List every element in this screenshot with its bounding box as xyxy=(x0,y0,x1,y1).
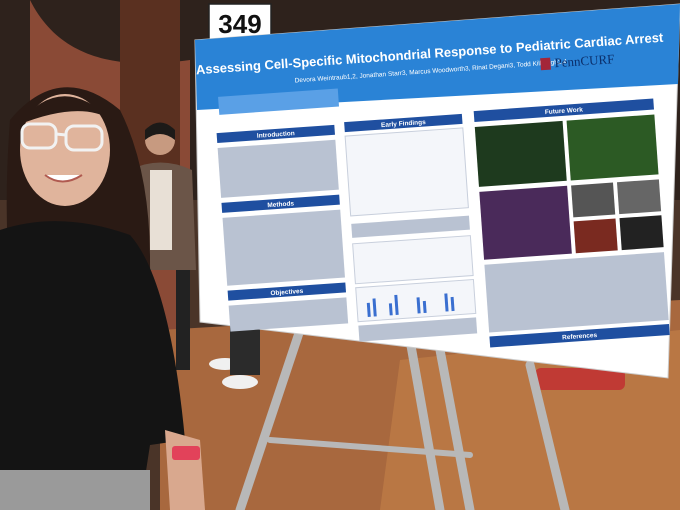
methods-text xyxy=(222,209,345,286)
section-header: References xyxy=(562,332,598,341)
objectives-text xyxy=(228,297,349,332)
findings-text xyxy=(351,215,470,238)
bg-person-shirt xyxy=(150,170,172,250)
poster-logo: PennCURF xyxy=(554,51,615,70)
section-header: Introduction xyxy=(257,130,295,140)
easel-leg xyxy=(525,360,570,510)
shirt xyxy=(0,221,185,510)
bar xyxy=(422,300,427,314)
section-header: Early Findings xyxy=(381,119,427,129)
section-header-bg xyxy=(216,124,335,144)
micro-image xyxy=(479,185,572,260)
section-header: Future Work xyxy=(545,106,584,116)
watch xyxy=(172,446,200,460)
micro-image xyxy=(474,120,567,187)
findings-text xyxy=(358,317,478,342)
penn-shield xyxy=(540,57,551,71)
bar xyxy=(394,294,399,316)
bar xyxy=(450,296,455,312)
micro-image xyxy=(571,182,616,218)
findings-chart xyxy=(344,127,469,217)
micro-image xyxy=(619,215,664,251)
easel-leg xyxy=(235,325,305,510)
section-header: Objectives xyxy=(270,288,304,297)
section-header-bg xyxy=(227,282,347,301)
affiliations-block xyxy=(218,88,340,115)
easel-brace xyxy=(267,437,473,458)
future-text xyxy=(484,252,669,333)
micro-image xyxy=(616,179,662,215)
bars xyxy=(366,293,455,317)
section-header-bg xyxy=(221,194,340,213)
bar xyxy=(416,297,421,314)
glasses-lens xyxy=(64,124,104,152)
shoe xyxy=(222,375,258,389)
bar xyxy=(444,293,449,312)
poster-number: 349 xyxy=(218,9,261,39)
arm xyxy=(165,430,205,510)
easel xyxy=(235,325,570,510)
section-header-bg xyxy=(344,113,463,133)
bar xyxy=(372,298,377,317)
poster-header xyxy=(195,4,680,110)
micro-image xyxy=(573,218,618,254)
bg-person-legs xyxy=(176,270,190,370)
glasses-lens xyxy=(20,122,58,150)
bar xyxy=(388,303,393,316)
bar xyxy=(366,302,371,317)
section-header: Methods xyxy=(267,200,295,209)
pants xyxy=(0,470,150,510)
section-header-bg xyxy=(489,323,670,348)
findings-chart xyxy=(352,235,474,285)
micro-image xyxy=(566,114,659,181)
glasses xyxy=(20,122,104,152)
bg-person-hair xyxy=(145,122,175,140)
hair-top xyxy=(18,96,112,125)
text-lines xyxy=(217,139,669,342)
easel-leg xyxy=(435,345,475,510)
easel-leg xyxy=(405,335,445,510)
glasses-bridge xyxy=(55,132,67,137)
red-bag xyxy=(535,368,625,390)
face xyxy=(20,94,110,206)
intro-text xyxy=(217,139,339,198)
section-header-bg xyxy=(473,98,654,123)
smile xyxy=(44,174,83,183)
